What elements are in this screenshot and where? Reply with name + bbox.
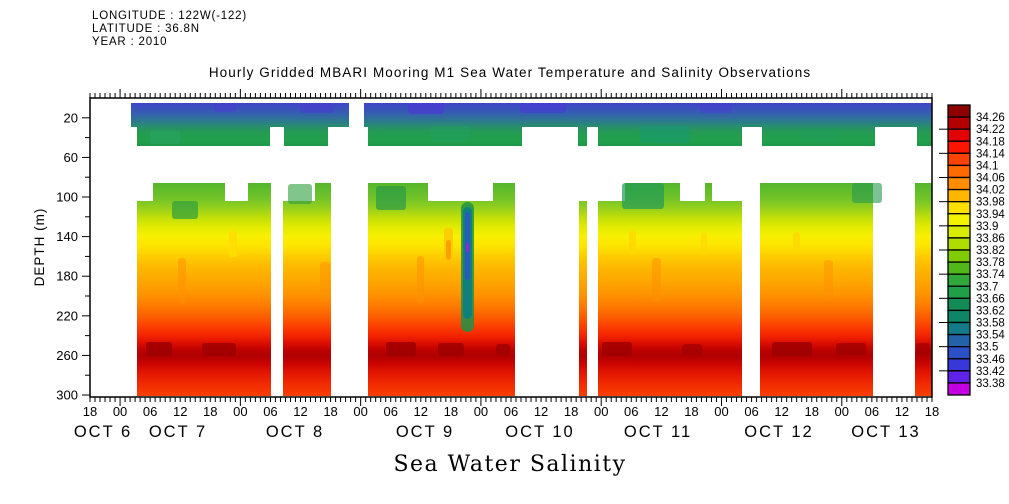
value-axis-label: Sea Water Salinity (393, 452, 627, 477)
colorbar-label: 34.1 (976, 160, 998, 172)
x-date-label: OCT 7 (149, 423, 207, 441)
x-date-label: OCT 10 (505, 423, 574, 441)
x-hour-label: 12 (173, 404, 187, 419)
colorbar-label: 33.46 (976, 354, 1005, 366)
colorbar-label: 34.14 (976, 148, 1005, 160)
x-hour-label: 06 (263, 404, 277, 419)
x-hour-label: 00 (113, 404, 127, 419)
x-hour-label: 06 (744, 404, 758, 419)
colorbar-label: 33.7 (976, 281, 998, 293)
x-hour-label: 06 (143, 404, 157, 419)
colorbar-label: 33.42 (976, 366, 1005, 378)
header-longitude: LONGITUDE : 122W(-122) (92, 10, 247, 22)
colorbar-label: 34.22 (976, 124, 1005, 136)
y-tick-label: 300 (56, 388, 78, 403)
x-hour-label: 06 (865, 404, 879, 419)
y-tick-label: 220 (56, 308, 78, 323)
x-hour-label: 00 (714, 404, 728, 419)
y-tick-label: 140 (56, 229, 78, 244)
x-hour-label: 12 (414, 404, 428, 419)
x-hour-label: 06 (624, 404, 638, 419)
x-hour-label: 12 (654, 404, 668, 419)
x-date-label: OCT 12 (744, 423, 813, 441)
x-hour-label: 00 (835, 404, 849, 419)
x-hour-label: 12 (534, 404, 548, 419)
header-block: LONGITUDE : 122W(-122) LATITUDE : 36.8N … (92, 10, 247, 49)
x-hour-label: 18 (804, 404, 818, 419)
colorbar-label: 33.58 (976, 318, 1005, 330)
axes (82, 89, 933, 406)
colorbar: 34.2634.2234.1834.1434.134.0634.0233.983… (939, 104, 1005, 396)
heatmap-data (131, 103, 932, 396)
colorbar-label: 33.78 (976, 257, 1005, 269)
x-hour-label: 06 (383, 404, 397, 419)
x-hour-label: 06 (504, 404, 518, 419)
x-hour-label: 00 (474, 404, 488, 419)
header-year: YEAR : 2010 (92, 36, 168, 48)
x-hour-label: 18 (925, 404, 939, 419)
x-hour-label: 18 (564, 404, 578, 419)
x-hour-label: 18 (323, 404, 337, 419)
y-tick-label: 20 (64, 110, 78, 125)
colorbar-label: 33.38 (976, 378, 1005, 390)
colorbar-label: 34.06 (976, 173, 1005, 185)
low-salinity-anomaly (461, 202, 474, 332)
axis-labels: 20 60 100 140 180 220 260 300 18 00 06 12 18 00 06 12 18… (32, 110, 939, 441)
y-tick-label: 180 (56, 269, 78, 284)
x-hour-label: 00 (353, 404, 367, 419)
colorbar-label: 33.94 (976, 209, 1005, 221)
colorbar-label: 34.18 (976, 136, 1005, 148)
x-hour-label: 12 (895, 404, 909, 419)
y-axis-title: DEPTH (m) (32, 208, 47, 287)
chart-title: Hourly Gridded MBARI Mooring M1 Sea Wate… (208, 65, 812, 80)
x-hour-label: 18 (684, 404, 698, 419)
colorbar-label: 33.98 (976, 197, 1005, 209)
x-date-label: OCT 8 (266, 423, 324, 441)
colorbar-label: 34.02 (976, 185, 1005, 197)
x-date-label: OCT 6 (74, 423, 132, 441)
x-hour-label: 12 (293, 404, 307, 419)
x-date-label: OCT 13 (851, 423, 920, 441)
colorbar-label: 33.86 (976, 233, 1005, 245)
x-hour-label: 00 (594, 404, 608, 419)
colorbar-label: 33.54 (976, 330, 1005, 342)
colorbar-label: 33.82 (976, 245, 1005, 257)
colorbar-label: 33.66 (976, 293, 1005, 305)
colorbar-label: 33.74 (976, 269, 1005, 281)
colorbar-label: 33.5 (976, 342, 998, 354)
colorbar-label: 33.9 (976, 221, 998, 233)
x-date-label: OCT 11 (624, 423, 692, 441)
x-hour-label: 18 (444, 404, 458, 419)
y-tick-label: 100 (56, 190, 78, 205)
colorbar-label: 33.62 (976, 305, 1005, 317)
colorbar-label: 34.26 (976, 112, 1005, 124)
x-hour-label: 00 (233, 404, 247, 419)
y-tick-label: 60 (64, 150, 78, 165)
header-latitude: LATITUDE : 36.8N (92, 23, 200, 35)
x-hour-label: 12 (774, 404, 788, 419)
x-hour-label: 18 (203, 404, 217, 419)
x-date-label: OCT 9 (396, 423, 454, 441)
x-hour-label: 18 (83, 404, 97, 419)
y-tick-label: 260 (56, 348, 78, 363)
